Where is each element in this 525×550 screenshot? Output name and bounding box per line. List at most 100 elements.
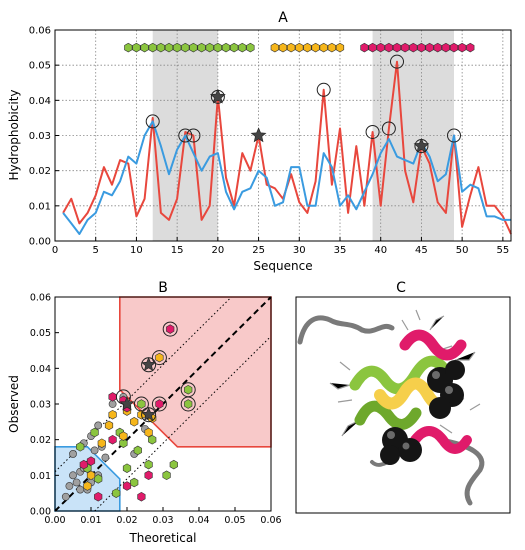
helix-pink-1 — [399, 329, 467, 361]
helix-bar-yellow-hexagon — [295, 42, 304, 53]
panel-b-point-gray — [72, 478, 81, 487]
helix-bar-pink-hexagon — [449, 42, 459, 53]
helix-bar-green-hexagon — [205, 42, 214, 53]
panel-b-star-marker — [141, 406, 157, 422]
panel-b-point-green — [184, 384, 193, 395]
panel-b-point-pink — [108, 392, 117, 402]
panel-a-xtick-label: 30 — [293, 245, 306, 256]
panel-b-ytick-label: 0.06 — [30, 293, 51, 304]
helix-bar-yellow-hexagon — [335, 42, 345, 53]
loop-top — [297, 315, 365, 345]
helix-bar-pink-hexagon — [401, 42, 410, 53]
helix-bar-green-hexagon — [189, 42, 198, 53]
panel-b-point-pink — [137, 491, 146, 502]
panel-b-point-pink — [94, 491, 103, 502]
panel-b-point-yellow — [86, 470, 96, 481]
panel-b-point-yellow — [155, 352, 164, 363]
helix-bar-pink-hexagon — [360, 42, 369, 53]
panel-b-point-gray — [76, 485, 85, 494]
helix-bar-yellow-hexagon — [319, 42, 328, 53]
panel-b-ytick-label: 0.04 — [30, 364, 51, 375]
helix-bar-green-hexagon — [132, 42, 141, 53]
panel-b-point-green — [119, 438, 128, 448]
panel-b-point-green — [130, 477, 139, 488]
panel-b-point-green — [137, 399, 146, 409]
panel-a-ytick-label: 0.05 — [29, 61, 51, 72]
panel-a-ytick-label: 0.03 — [29, 131, 51, 142]
panel-b-circle-marker — [151, 350, 167, 366]
protein-structure-image — [297, 309, 485, 506]
side-chain-sticks — [329, 309, 481, 437]
panel-b-points — [61, 321, 196, 502]
panel-b-circle-marker — [133, 396, 149, 412]
panel-b-point-pink — [86, 456, 96, 466]
helix-bar-yellow-hexagon — [278, 42, 288, 53]
panel-a-ytick-label: 0.00 — [29, 237, 51, 248]
panel-b-ytick-label: 0.03 — [30, 400, 51, 411]
helix-bar-pink-hexagon — [384, 42, 393, 53]
panel-a-xtick-label: 25 — [252, 245, 265, 256]
panel-b-xtick-label: 0.03 — [152, 515, 173, 526]
helix-bar-green-hexagon — [197, 42, 206, 53]
panel-b-point-gray — [101, 453, 110, 462]
panel-a-ticks: 0 5 10 15 20 25 30 35 40 45 50 55 0.00 0.01 0.02 0.03 0.… — [29, 26, 509, 257]
helix-bar-green-hexagon — [148, 42, 157, 53]
panel-a-circle-marker — [381, 121, 396, 136]
panel-b-point-green — [90, 427, 99, 438]
helix-bar-pink-hexagon — [409, 42, 418, 53]
panel-a-ytick-label: 0.01 — [29, 201, 51, 212]
helix-bar-green-hexagon — [124, 42, 133, 53]
panel-b-xtick-label: 0.06 — [260, 515, 281, 526]
panel-a-xtick-label: 55 — [496, 245, 509, 256]
panel-b-point-green — [184, 399, 193, 409]
helix-bar-yellow-hexagon — [327, 42, 336, 53]
panel-a-circle-marker — [186, 128, 201, 143]
panel-b-point-gray — [65, 482, 74, 490]
panel-a-ytick-label: 0.06 — [29, 26, 51, 37]
helix-bar-pink-hexagon — [376, 42, 385, 53]
panel-a: A 0 5 10 15 20 25 30 35 40 45 50 55 0.00 0.01 0.02 0.03… — [7, 10, 512, 273]
helix-bar-yellow-hexagon — [311, 42, 320, 53]
helix-bar-green-hexagon — [164, 42, 174, 53]
panel-b-xtick-label: 0.01 — [80, 515, 101, 526]
panel-a-series — [62, 60, 512, 235]
helix-bar-yellow-hexagon — [287, 42, 296, 53]
panel-b-point-yellow — [108, 409, 117, 420]
helix-bar-green-hexagon — [173, 42, 182, 53]
helix-bar-pink-hexagon — [392, 42, 402, 53]
panel-b-point-gray — [90, 446, 99, 455]
panel-b-point-green — [169, 459, 178, 470]
panel-a-xtick-label: 35 — [334, 245, 347, 256]
helix-bar-green-hexagon — [181, 42, 190, 53]
sphere-highlights — [387, 371, 453, 450]
loop-mid — [359, 323, 395, 334]
panel-a-xtick-label: 5 — [93, 245, 99, 256]
panel-b-xtick-label: 0.05 — [224, 515, 245, 526]
panel-b-xtick-label: 0.04 — [188, 515, 209, 526]
panel-b-point-green — [122, 463, 132, 473]
helix-bar-green-hexagon — [213, 42, 222, 53]
helix-bar-pink-hexagon — [433, 42, 442, 53]
helix-bar-green-hexagon — [221, 42, 231, 53]
panel-b-ytick-label: 0.05 — [30, 328, 51, 339]
helix-bar-green-hexagon — [140, 42, 149, 53]
panel-b-ytick-label: 0.01 — [30, 471, 51, 482]
panel-b-ylabel: Observed — [7, 375, 21, 433]
panel-a-xtick-label: 20 — [211, 245, 224, 256]
panel-b-xtick-label: 0.02 — [116, 515, 137, 526]
panel-a-xtick-label: 40 — [374, 245, 387, 256]
panel-b-point-gray — [61, 492, 70, 501]
panel-a-star-marker — [413, 137, 430, 153]
panel-a-ylabel: Hydrophobicity — [7, 89, 21, 180]
panel-a-xtick-label: 0 — [52, 245, 58, 256]
panel-b-point-gray — [69, 450, 77, 458]
panel-a-markers — [145, 54, 461, 154]
helix-bar-green-hexagon — [238, 42, 247, 53]
panel-b-star-marker — [141, 357, 157, 372]
panel-b-point-pink — [122, 481, 132, 491]
panel-b-point-green — [133, 445, 142, 456]
panel-b-circle-marker — [162, 321, 178, 337]
helix-bar-yellow-hexagon — [270, 42, 279, 53]
panel-b-ytick-label: 0.00 — [30, 507, 51, 518]
helix-bar-pink-hexagon — [441, 42, 450, 53]
